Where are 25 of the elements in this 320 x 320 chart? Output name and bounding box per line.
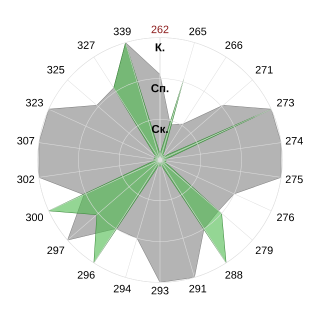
spoke-label: 327 bbox=[78, 41, 95, 49]
spoke-label: 274 bbox=[286, 136, 303, 144]
spoke-label: 262 bbox=[152, 26, 168, 34]
spoke-label: 296 bbox=[78, 271, 95, 279]
spoke-label: 325 bbox=[47, 66, 64, 74]
spoke-label: 271 bbox=[256, 66, 273, 74]
y-tick-label: К. bbox=[156, 43, 164, 52]
spoke-label: 288 bbox=[225, 271, 242, 279]
y-tick-label: Сп. bbox=[151, 84, 168, 92]
spoke-label: 339 bbox=[114, 28, 131, 36]
spoke-label: 279 bbox=[256, 246, 273, 254]
spoke-label: 276 bbox=[277, 214, 294, 222]
spoke-label: 275 bbox=[286, 176, 303, 184]
spoke-label: 293 bbox=[152, 286, 168, 294]
spoke-label: 273 bbox=[277, 98, 294, 106]
spoke-label: 323 bbox=[26, 98, 43, 106]
spoke-label: 291 bbox=[189, 284, 206, 292]
spoke-label: 297 bbox=[47, 246, 64, 254]
spoke-label: 294 bbox=[114, 284, 131, 292]
spoke-label: 265 bbox=[189, 28, 206, 36]
y-tick-label: Ск. bbox=[152, 124, 168, 134]
spoke-label: 266 bbox=[225, 41, 242, 49]
spoke-label: 302 bbox=[17, 176, 34, 184]
spoke-label: 300 bbox=[26, 214, 44, 222]
spoke-label: 307 bbox=[17, 136, 34, 145]
